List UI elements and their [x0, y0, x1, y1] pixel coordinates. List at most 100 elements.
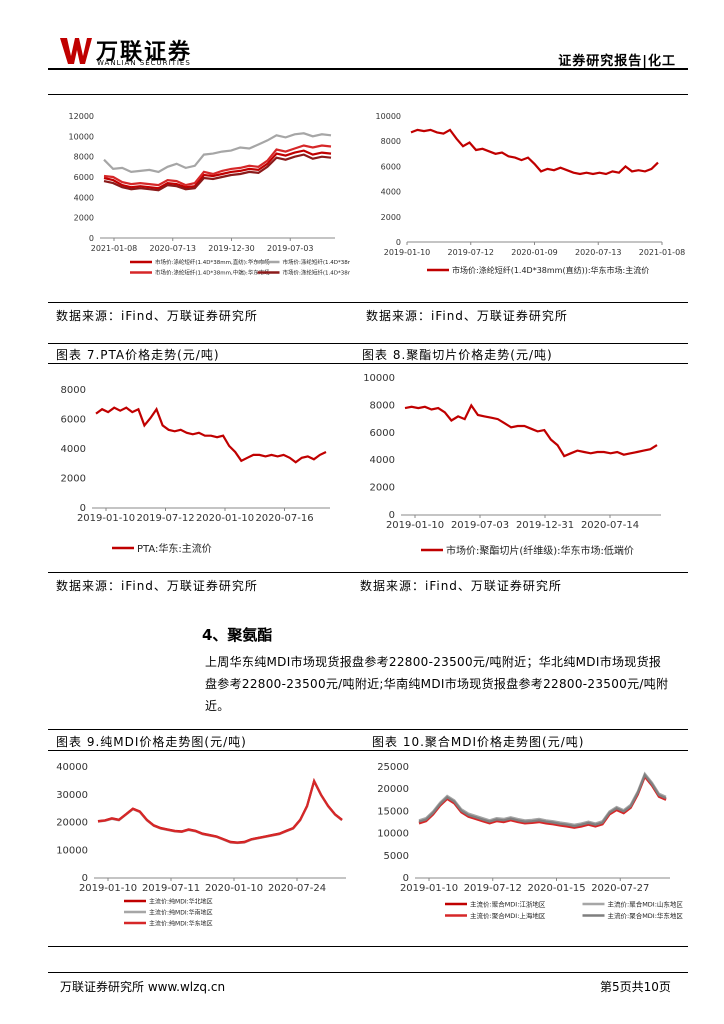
- x-tick-label: 2021-01-08: [639, 248, 685, 257]
- y-tick-label: 6000: [370, 428, 395, 439]
- x-tick-label: 2019-01-10: [400, 883, 458, 894]
- y-tick-label: 8000: [370, 400, 395, 411]
- chart-polyester-staple: 0 2000 4000 6000 8000 10000 12000 2021-01-08 202…: [69, 112, 351, 277]
- chart-caption: 图表 9.纯MDI价格走势图(元/吨): [56, 735, 247, 749]
- x-tick-label: 2019-12-31: [516, 520, 574, 531]
- divider: [48, 729, 688, 730]
- y-tick-label: 12000: [69, 112, 94, 121]
- y-tick-label: 6000: [381, 162, 401, 171]
- y-tick-label: 4000: [74, 193, 94, 202]
- legend-label: 市场价:涤纶短纤(1.4D*38mm,半光):华东市场: [283, 258, 351, 266]
- source-note: 数据来源：iFind、万联证券研究所: [56, 309, 258, 323]
- y-tick-label: 20000: [377, 784, 409, 795]
- brand-name-en: WANLIAN SECURITIES: [97, 59, 191, 67]
- x-tick-label: 2020-01-09: [511, 248, 558, 257]
- report-type: 证券研究报告|化工: [558, 54, 676, 69]
- y-tick-label: 2000: [381, 213, 401, 222]
- legend-label: 主流价:纯MDI:华东地区: [149, 919, 213, 927]
- series-line: [103, 132, 332, 174]
- footer-rule: [48, 972, 688, 973]
- y-tick-label: 25000: [377, 762, 409, 773]
- x-tick-label: 2019-01-10: [384, 248, 431, 257]
- chart-polyester-staple-mainstream: 0 2000 4000 6000 8000 10000 2019-01-10 2019-07-…: [376, 112, 685, 275]
- series-line: [97, 778, 343, 845]
- y-tick-label: 4000: [370, 455, 395, 466]
- x-tick-label: 2021-01-08: [91, 244, 138, 253]
- series-line: [410, 128, 659, 176]
- y-tick-label: 10000: [377, 829, 409, 840]
- paragraph-line: 盘参考22800-23500元/吨附近;华南纯MDI市场现货报盘参考22800-…: [205, 677, 669, 691]
- y-tick-label: 6000: [61, 415, 86, 426]
- divider: [48, 302, 688, 303]
- y-tick-label: 0: [89, 234, 94, 243]
- y-tick-label: 0: [82, 873, 88, 884]
- x-tick-label: 2020-01-15: [527, 883, 585, 894]
- legend-label: 主流价:聚合MDI:上海地区: [470, 911, 546, 920]
- y-tick-label: 8000: [74, 153, 94, 162]
- header-rule: [48, 68, 688, 70]
- series-line: [418, 772, 667, 828]
- legend-label: 主流价:聚合MDI:江浙地区: [470, 900, 546, 909]
- y-tick-label: 20000: [56, 818, 88, 829]
- y-tick-label: 0: [80, 503, 86, 514]
- legend-label: 市场价:涤纶短纤(1.4D*38mm,低端):华东市场: [283, 269, 351, 277]
- x-tick-label: 2019-07-12: [464, 883, 522, 894]
- divider: [48, 343, 688, 344]
- section-paragraph: 上周华东纯MDI市场现货报盘参考22800-23500元/吨附近；华北纯MDI市…: [205, 651, 695, 717]
- chart-pure-mdi-price: 0 10000 20000 30000 40000 2019-01-10 2019-07-1…: [56, 762, 346, 927]
- y-tick-label: 8000: [381, 137, 401, 146]
- source-note: 数据来源：iFind、万联证券研究所: [360, 579, 562, 593]
- legend-label: 主流价:聚合MDI:山东地区: [608, 900, 684, 909]
- logo-mark-icon: [60, 38, 92, 64]
- x-tick-label: 2019-07-12: [136, 513, 194, 524]
- x-tick-label: 2020-07-14: [581, 520, 639, 531]
- legend-label: 主流价:纯MDI:华南地区: [149, 908, 213, 916]
- source-note: 数据来源：iFind、万联证券研究所: [366, 309, 568, 323]
- chart-caption: 图表 7.PTA价格走势(元/吨): [56, 348, 220, 362]
- x-tick-label: 2020-07-27: [591, 883, 649, 894]
- divider: [48, 946, 688, 947]
- legend-label: 市场价:涤纶短纤(1.4D*38mm,直纺):华东市场: [155, 258, 270, 266]
- brand-name-cn: 万联证券: [96, 40, 193, 65]
- series-line: [103, 153, 332, 192]
- y-tick-label: 40000: [56, 762, 88, 773]
- x-tick-label: 2019-01-10: [79, 883, 137, 894]
- series-line: [103, 149, 332, 190]
- y-tick-label: 4000: [61, 444, 86, 455]
- series-line: [97, 778, 343, 844]
- footer-left: 万联证券研究所 www.wlzq.cn: [60, 980, 226, 994]
- x-tick-label: 2019-12-30: [208, 244, 255, 253]
- y-tick-label: 4000: [381, 188, 401, 197]
- divider: [48, 363, 688, 364]
- x-tick-label: 2020-07-24: [268, 883, 326, 894]
- series-line: [418, 771, 667, 826]
- header-rule-thin: [48, 94, 688, 95]
- y-tick-label: 30000: [56, 790, 88, 801]
- x-tick-label: 2020-07-16: [255, 513, 313, 524]
- y-tick-label: 15000: [377, 806, 409, 817]
- x-tick-label: 2020-07-13: [150, 244, 197, 253]
- y-tick-label: 2000: [61, 474, 86, 485]
- y-tick-label: 6000: [74, 173, 94, 182]
- legend-label: 市场价:聚酯切片(纤维级):华东市场:低端价: [446, 544, 634, 557]
- y-tick-label: 2000: [370, 483, 395, 494]
- divider: [48, 750, 688, 751]
- series-line: [103, 144, 332, 187]
- chart-caption: 图表 10.聚合MDI价格走势图(元/吨): [372, 735, 585, 749]
- y-tick-label: 8000: [61, 385, 86, 396]
- y-tick-label: 10000: [69, 132, 94, 141]
- divider: [48, 572, 688, 573]
- y-tick-label: 10000: [363, 373, 395, 384]
- legend-label: 主流价:纯MDI:华北地区: [149, 897, 213, 905]
- brand-logo: [60, 36, 92, 66]
- y-tick-label: 0: [389, 510, 395, 521]
- y-tick-label: 0: [403, 873, 409, 884]
- x-tick-label: 2019-07-12: [448, 248, 495, 257]
- chart-polymeric-mdi-price: 0 5000 10000 15000 20000 25000 2019-01-10 2019-…: [377, 762, 684, 920]
- x-tick-label: 2020-01-10: [205, 883, 263, 894]
- y-tick-label: 2000: [74, 214, 94, 223]
- y-tick-label: 5000: [384, 851, 409, 862]
- series-line: [404, 403, 658, 458]
- x-tick-label: 2019-07-03: [267, 244, 314, 253]
